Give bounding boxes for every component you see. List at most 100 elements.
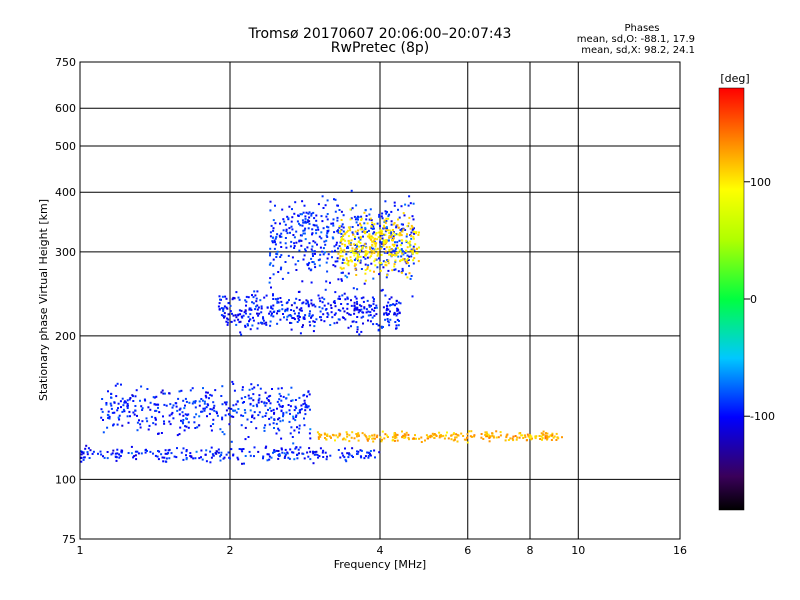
data-point [394, 259, 397, 262]
data-point [221, 385, 224, 388]
data-point [275, 449, 278, 452]
data-point [80, 460, 83, 463]
data-point [336, 216, 339, 219]
data-point [344, 244, 347, 247]
data-point [257, 414, 260, 417]
data-point [340, 219, 343, 221]
data-point [374, 245, 377, 248]
data-point [307, 455, 310, 458]
data-point [214, 389, 217, 392]
data-point [385, 226, 388, 229]
data-point [260, 400, 263, 403]
data-point [359, 236, 362, 238]
data-point [252, 404, 255, 407]
data-point [323, 304, 326, 307]
data-point [257, 306, 260, 309]
data-point [297, 214, 299, 217]
data-point [308, 222, 311, 225]
data-point [329, 281, 331, 284]
data-point [146, 450, 148, 452]
data-point [286, 215, 289, 218]
data-point [191, 387, 194, 390]
data-point [99, 450, 102, 453]
data-point [187, 413, 190, 416]
data-point [304, 249, 307, 252]
data-point [256, 308, 259, 311]
data-point [118, 418, 121, 421]
data-point [366, 222, 369, 225]
data-point [312, 303, 315, 306]
data-point [172, 417, 175, 420]
data-point [322, 313, 325, 316]
data-point [415, 231, 418, 234]
data-point [332, 224, 335, 227]
data-point [452, 439, 455, 442]
data-point [250, 421, 253, 423]
data-point [280, 447, 283, 450]
data-point [308, 312, 311, 315]
data-point [540, 432, 543, 435]
data-point [152, 422, 155, 425]
data-point [367, 319, 369, 322]
data-point [280, 448, 283, 451]
data-point [280, 254, 283, 257]
data-point [230, 415, 233, 418]
data-point [412, 218, 415, 221]
data-point [369, 269, 372, 272]
data-point [380, 233, 383, 236]
data-point [386, 227, 388, 230]
data-point [270, 456, 273, 459]
data-point [366, 438, 369, 441]
data-point [356, 450, 358, 453]
data-point [129, 397, 132, 399]
data-point [248, 307, 251, 310]
data-point [325, 458, 328, 461]
data-point [357, 311, 360, 314]
data-point [111, 411, 114, 414]
data-point [296, 454, 298, 456]
data-point [331, 256, 333, 259]
data-point [380, 247, 383, 250]
data-point [546, 432, 549, 435]
data-point [365, 308, 368, 311]
data-point [139, 426, 142, 429]
data-point [391, 234, 394, 237]
data-point [363, 433, 366, 436]
data-point [101, 398, 104, 400]
data-point [210, 446, 213, 449]
data-point [253, 455, 255, 458]
data-point [292, 415, 295, 418]
data-point [396, 433, 399, 436]
data-point [290, 426, 293, 429]
data-point [371, 296, 374, 299]
data-point [326, 236, 329, 238]
data-point [237, 408, 240, 410]
data-point [295, 241, 298, 244]
data-point [182, 422, 184, 425]
data-point [224, 295, 227, 298]
data-point [374, 237, 376, 240]
data-point [387, 229, 390, 232]
data-point [389, 310, 391, 313]
data-point [268, 458, 271, 461]
data-point [374, 233, 377, 236]
data-point [353, 243, 356, 246]
data-point [394, 254, 397, 257]
data-point [295, 414, 298, 417]
data-point [360, 226, 363, 229]
data-point [353, 248, 356, 251]
data-point [268, 417, 271, 420]
data-point [383, 226, 386, 229]
data-point [341, 223, 344, 226]
data-point [91, 452, 94, 455]
data-point [225, 409, 228, 412]
data-point [351, 207, 354, 210]
data-point [121, 410, 124, 413]
data-point [293, 212, 296, 215]
data-point [403, 436, 406, 439]
data-point [272, 273, 275, 276]
y-tick-label: 500 [55, 140, 76, 153]
data-point [393, 245, 396, 248]
data-point [175, 405, 178, 408]
chart-title: Tromsø 20170607 20:06:00–20:07:43 [248, 26, 512, 42]
